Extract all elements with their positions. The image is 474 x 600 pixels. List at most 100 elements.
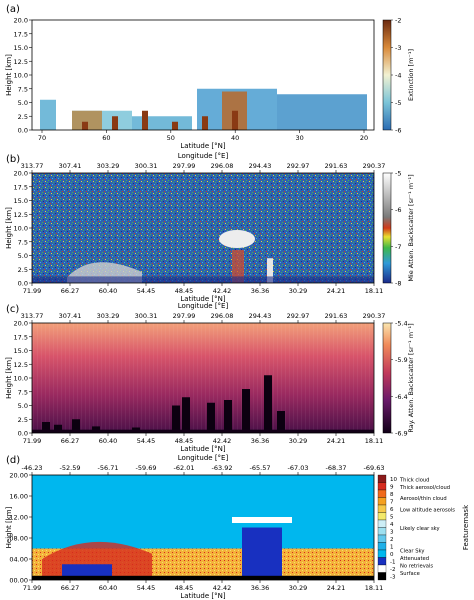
attenuation-column [264, 375, 272, 433]
colorbar-tick-label: -5.4 [395, 320, 408, 328]
x-tick-label: 42.42 [213, 584, 232, 592]
y-tick-label: 15.0 [14, 44, 28, 52]
colorbar-tick-label: -2 [395, 17, 401, 25]
attenuation-column [54, 424, 62, 433]
y-tick-label: 0.0 [18, 280, 28, 288]
top-axis-label: Longitude [°E] [178, 152, 229, 160]
top-axis-label: Longitude [°E] [178, 302, 229, 310]
panel-3: (c) 0.0 2.5 5.0 7.5 10.0 12.5 15.0 17.5 20.0 Heigh… [5, 302, 415, 453]
panel-label: (b) [6, 154, 20, 165]
top-tick-label: -62.01 [174, 464, 195, 472]
x-tick-label: 36.36 [251, 287, 270, 295]
colorbar-tick-label: 10 [390, 477, 397, 483]
y-tick-label: 10.0 [14, 72, 28, 80]
colorbar-swatch [377, 519, 387, 528]
colorbar-swatch [377, 512, 387, 521]
colorbar-category: No retrievals [400, 564, 433, 570]
colorbar-tick-label: 2 [390, 537, 394, 543]
colorbar-tick-label: -8 [395, 280, 401, 288]
colorbar-tick-label: 4 [390, 522, 394, 528]
top-tick-label: -59.69 [136, 464, 157, 472]
top-tick-label: 296.08 [211, 312, 234, 320]
x-tick-label: 30.29 [289, 287, 308, 295]
extinction-spike [142, 110, 148, 130]
extinction-spike [112, 116, 118, 130]
colorbar-scale [382, 19, 392, 131]
colorbar-category: Aerosol/thin cloud [400, 496, 447, 502]
colorbar-tick-label: 6 [390, 507, 394, 513]
y-tick-label: 20.00 [9, 472, 28, 480]
colorbar-category: Low altitude aerosols [400, 507, 455, 513]
top-tick-label: 307.41 [59, 312, 82, 320]
surface-band [32, 276, 374, 283]
x-axis-label: Latitude [°N] [180, 445, 226, 453]
x-axis-label: Latitude [°N] [180, 295, 226, 303]
x-axis-label: Latitude [°N] [180, 592, 226, 600]
colorbar-tick-label: 5 [390, 514, 394, 520]
colorbar-tick-label: 9 [390, 484, 394, 490]
x-tick-label: 66.27 [61, 287, 80, 295]
x-tick-label: 48.45 [175, 584, 194, 592]
y-tick-label: 10.0 [14, 375, 28, 383]
x-tick-label: 18.11 [365, 584, 384, 592]
colorbar-tick-label: -6 [395, 206, 401, 214]
top-tick-label: 297.99 [173, 312, 196, 320]
cloud-feature [219, 230, 255, 248]
attenuation-column [42, 422, 50, 433]
colorbar-tick-label: -1 [390, 559, 395, 565]
cloud-feature [232, 250, 244, 283]
attenuation-column [207, 402, 215, 433]
colorbar-swatch [377, 482, 387, 491]
colorbar-swatch [377, 542, 387, 551]
y-tick-label: 20.0 [14, 320, 28, 328]
y-axis-label: Height [km] [5, 357, 13, 399]
panel-1: (a) 0.0 2.5 5.0 7.5 10.0 12.5 15.0 17.5 20.0 Heigh… [5, 4, 415, 150]
colorbar-label: Ray. Atten. Backscatter [sr⁻¹ m⁻¹] [407, 323, 415, 432]
colorbar-category: Thick cloud [399, 477, 429, 483]
x-axis-label: Latitude [°N] [180, 142, 226, 150]
plot-area [32, 173, 374, 283]
colorbar-swatch [377, 572, 387, 581]
no-retrieval-band [232, 517, 292, 523]
colorbar-swatch [377, 534, 387, 543]
x-tick-label: 60.40 [99, 437, 118, 445]
colorbar-label: Mie Atten. Backscatter [sr⁻¹ m⁻¹] [407, 174, 415, 281]
cloud-feature [267, 258, 273, 283]
top-tick-label: 291.63 [325, 312, 348, 320]
surface-band [32, 575, 374, 580]
top-tick-label: 313.77 [21, 162, 44, 170]
top-axis-label: Longitude [°E] [178, 454, 229, 462]
x-tick-label: 71.99 [23, 584, 42, 592]
y-tick-label: 12.5 [14, 211, 28, 219]
panel-label: (a) [6, 4, 20, 15]
y-tick-label: 20.0 [14, 170, 28, 178]
colorbar-swatch [377, 549, 387, 558]
x-tick-label: 24.21 [327, 584, 346, 592]
y-tick-label: 0.0 [18, 127, 28, 135]
top-tick-label: -67.03 [288, 464, 309, 472]
x-tick-label: 36.36 [251, 584, 270, 592]
y-axis-label: Height [km] [5, 54, 13, 96]
colorbar-tick-label: 0 [390, 552, 394, 558]
x-tick-label: 54.45 [137, 584, 156, 592]
y-tick-label: 17.5 [14, 30, 28, 38]
top-tick-label: -56.71 [98, 464, 119, 472]
panel-2: (b) 0.0 2.5 5.0 7.5 10.0 12.5 15.0 17.5 20.0 Heigh… [5, 152, 415, 303]
y-tick-label: 15.0 [14, 197, 28, 205]
top-tick-label: 292.97 [287, 312, 310, 320]
colorbar-swatch [377, 489, 387, 498]
colorbar-category: Surface [400, 571, 420, 577]
colorbar-label: Extinction [m⁻¹] [407, 49, 415, 101]
x-tick-label: 54.45 [137, 437, 156, 445]
plot-area [32, 20, 374, 130]
panel-label: (d) [6, 455, 20, 466]
x-tick-label: 40 [231, 134, 239, 142]
y-tick-label: 5.0 [18, 99, 28, 107]
panel-4: (d) 00.00 04.00 08.00 12.00 16.00 20.00 Height … [5, 454, 470, 600]
attenuated-region [242, 527, 282, 580]
colorbar-category: Attenuated [400, 556, 429, 562]
y-tick-label: 20.0 [14, 17, 28, 25]
y-tick-label: 00.00 [9, 577, 28, 585]
